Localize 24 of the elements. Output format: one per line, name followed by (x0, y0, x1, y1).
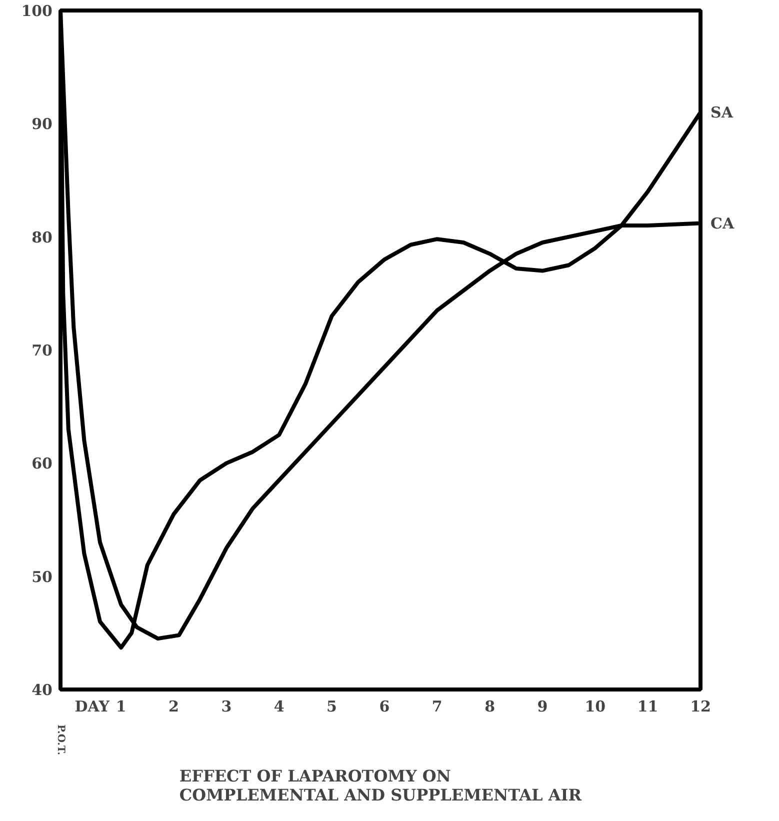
x-tick-label: 12 (690, 698, 711, 716)
y-tick-label: 90 (32, 115, 52, 134)
x-tick-label: 1 (116, 698, 126, 716)
x-tick-label: DAY (74, 698, 110, 716)
x-tick-label: 9 (537, 698, 548, 716)
y-tick-label: 80 (32, 228, 52, 246)
y-tick-label: 100 (21, 2, 52, 20)
y-tick-label: 70 (32, 342, 52, 360)
x-tick-label: 2 (168, 698, 179, 716)
series-label: CA (710, 214, 734, 232)
x-tick-label: 11 (637, 698, 658, 716)
y-tick-label: 40 (32, 681, 52, 699)
x-tick-label: 4 (274, 698, 284, 716)
text: P.O.T. (55, 724, 66, 756)
x-tick-label: 10 (584, 698, 606, 716)
series-label: SA (710, 103, 734, 122)
x-tick-label: 5 (326, 698, 337, 716)
text: EFFECT OF LAPAROTOMY ON COMPLEMENTAL AND SUPPLEMENTAL AIR (179, 766, 582, 804)
x-tick-label: 3 (221, 698, 232, 716)
y-tick-label: 60 (32, 454, 52, 473)
x-tick-label: 6 (379, 698, 390, 716)
y-tick-label: 50 (32, 568, 52, 586)
x-tick-label: 7 (432, 698, 442, 716)
x-tick-label: 8 (484, 698, 496, 716)
